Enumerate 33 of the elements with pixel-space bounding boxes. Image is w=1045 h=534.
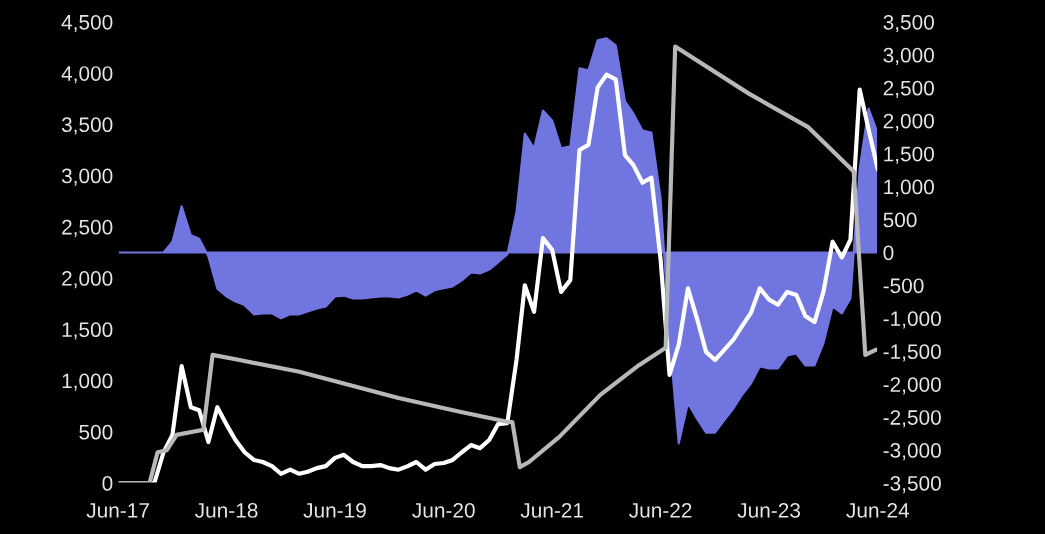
x-tick-label: Jun-17 (86, 503, 149, 518)
y-tick-label: 1,000 (62, 373, 113, 391)
y2-tick-label: 1,500 (884, 146, 934, 164)
x-tick-label: Jun-20 (412, 503, 475, 518)
y-tick-label: 3,500 (61, 117, 113, 135)
x-tick-label: Jun-21 (520, 503, 583, 518)
x-tick-label: Jun-22 (629, 503, 692, 518)
y2-tick-label: -2,500 (883, 410, 941, 428)
y-tick-label: 4,000 (61, 66, 113, 84)
y-tick-label: 3,000 (61, 168, 113, 186)
y2-tick-label: -1,000 (883, 311, 941, 329)
y2-tick-label: -3,000 (883, 443, 941, 461)
y2-tick-label: 500 (883, 212, 917, 228)
y2-tick-label: 2,000 (883, 113, 934, 131)
y2-tick-label: -3,500 (883, 476, 941, 494)
x-tick-label: Jun-18 (195, 503, 258, 518)
y2-tick-label: -1,500 (883, 344, 941, 362)
y2-tick-label: 3,500 (883, 14, 934, 33)
y-tick-label: 2,000 (62, 271, 113, 289)
y2-tick-label: -500 (883, 278, 924, 294)
y-tick-label: 500 (79, 424, 113, 440)
x-tick-label: Jun-24 (846, 503, 910, 518)
y2-tick-label: -2,000 (883, 377, 941, 395)
x-tick-label: Jun-19 (303, 503, 366, 518)
y2-tick-label: 0 (883, 245, 894, 261)
y-tick-label: 0 (102, 476, 113, 491)
y-tick-label: 2,500 (62, 219, 113, 238)
y2-tick-label: 1,000 (884, 179, 934, 197)
y-tick-label: 4,500 (61, 14, 113, 33)
y-tick-label: 1,500 (62, 322, 113, 340)
y2-tick-label: 3,000 (883, 47, 934, 66)
x-tick-label: Jun-23 (737, 503, 800, 518)
y2-tick-label: 2,500 (883, 80, 934, 98)
